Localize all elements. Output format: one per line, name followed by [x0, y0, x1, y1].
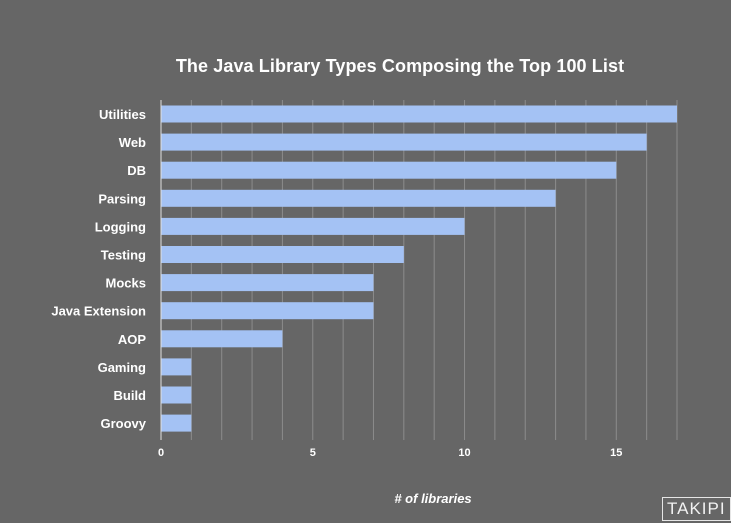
- category-label: Logging: [95, 219, 146, 234]
- x-axis-label: # of libraries: [394, 491, 472, 506]
- takipi-logo: TAKIPI: [662, 497, 731, 521]
- x-tick-label: 5: [310, 447, 316, 459]
- category-label: Build: [114, 388, 147, 403]
- bar-java-extension: [161, 302, 374, 320]
- bar-web: [161, 133, 647, 151]
- bar-utilities: [161, 105, 677, 123]
- bar-parsing: [161, 189, 556, 207]
- bar-mocks: [161, 274, 374, 292]
- category-label: Testing: [101, 248, 146, 263]
- bar-gaming: [161, 358, 192, 376]
- x-tick-label: 10: [458, 447, 470, 459]
- bar-testing: [161, 246, 404, 263]
- category-label: Mocks: [106, 276, 146, 291]
- bar-db: [161, 161, 617, 179]
- category-label: Java Extension: [51, 304, 146, 319]
- category-label: Groovy: [100, 416, 146, 431]
- x-tick-label: 0: [158, 447, 164, 459]
- bar-groovy: [161, 414, 192, 432]
- category-label: DB: [127, 163, 146, 178]
- category-label: Utilities: [99, 107, 146, 122]
- category-label: Parsing: [98, 191, 146, 206]
- x-tick-label: 15: [610, 447, 622, 459]
- category-label: Gaming: [98, 360, 146, 375]
- bar-logging: [161, 217, 465, 235]
- category-label: Web: [119, 135, 146, 150]
- bar-build: [161, 386, 192, 404]
- bar-aop: [161, 330, 283, 348]
- category-label: AOP: [118, 332, 147, 347]
- chart-title: The Java Library Types Composing the Top…: [175, 56, 625, 76]
